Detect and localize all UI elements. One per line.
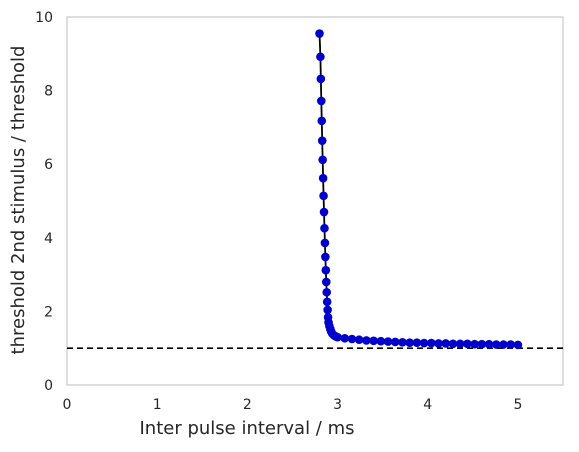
data-point <box>427 338 436 348</box>
data-point <box>477 339 487 349</box>
data-point <box>405 338 414 347</box>
data-point <box>383 337 393 346</box>
data-point <box>506 340 515 349</box>
y-axis-label: threshold 2nd stimulus / threshold <box>8 46 29 355</box>
data-point <box>484 339 494 349</box>
data-point <box>333 332 342 342</box>
data-point <box>317 136 327 145</box>
data-point <box>499 340 508 349</box>
data-point <box>463 339 472 349</box>
data-point <box>390 337 400 347</box>
x-axis-ticks: 0 1 2 3 4 5 <box>63 397 523 413</box>
plot-frame <box>66 16 564 386</box>
data-point <box>321 252 330 262</box>
y-tick-label: 4 <box>44 231 53 247</box>
data-point <box>322 287 332 297</box>
data-point <box>340 333 350 343</box>
x-tick-label: 4 <box>423 397 432 413</box>
x-tick-label: 1 <box>153 397 162 413</box>
data-point <box>316 52 325 62</box>
data-point <box>441 339 451 348</box>
data-point <box>316 74 326 84</box>
data-point <box>455 339 465 349</box>
data-point <box>398 338 407 347</box>
data-point <box>362 336 371 345</box>
y-tick-label: 8 <box>44 84 53 100</box>
x-tick-label: 5 <box>513 397 522 413</box>
data-point <box>369 336 378 346</box>
data-point <box>470 339 479 349</box>
y-tick-label: 6 <box>44 157 53 173</box>
data-point <box>318 173 328 183</box>
data-point <box>448 339 458 349</box>
data-point <box>319 191 328 201</box>
data-point <box>320 238 330 248</box>
data-point <box>376 336 386 346</box>
data-point <box>321 265 331 275</box>
data-point <box>315 29 324 38</box>
data-point <box>319 207 329 217</box>
data-point <box>318 155 327 165</box>
data-point <box>323 305 332 315</box>
data-point <box>320 223 329 233</box>
x-tick-label: 2 <box>243 397 252 413</box>
plot-area <box>66 16 564 386</box>
data-point <box>412 338 422 347</box>
data-point <box>354 335 364 345</box>
data-point <box>317 116 327 126</box>
y-axis-ticks: 0 2 4 6 8 10 <box>35 10 53 394</box>
data-point <box>317 96 326 106</box>
data-point <box>434 339 443 348</box>
data-point <box>419 338 429 348</box>
y-tick-label: 10 <box>35 10 53 26</box>
data-point <box>491 340 501 349</box>
y-tick-label: 2 <box>44 304 53 320</box>
y-tick-label: 0 <box>44 378 53 394</box>
x-tick-label: 3 <box>333 397 342 413</box>
x-tick-label: 0 <box>63 397 72 413</box>
data-point <box>321 277 331 287</box>
data-point <box>513 340 523 350</box>
data-point <box>347 334 357 344</box>
x-axis-label: Inter pulse interval / ms <box>139 418 354 439</box>
data-point <box>322 297 332 307</box>
